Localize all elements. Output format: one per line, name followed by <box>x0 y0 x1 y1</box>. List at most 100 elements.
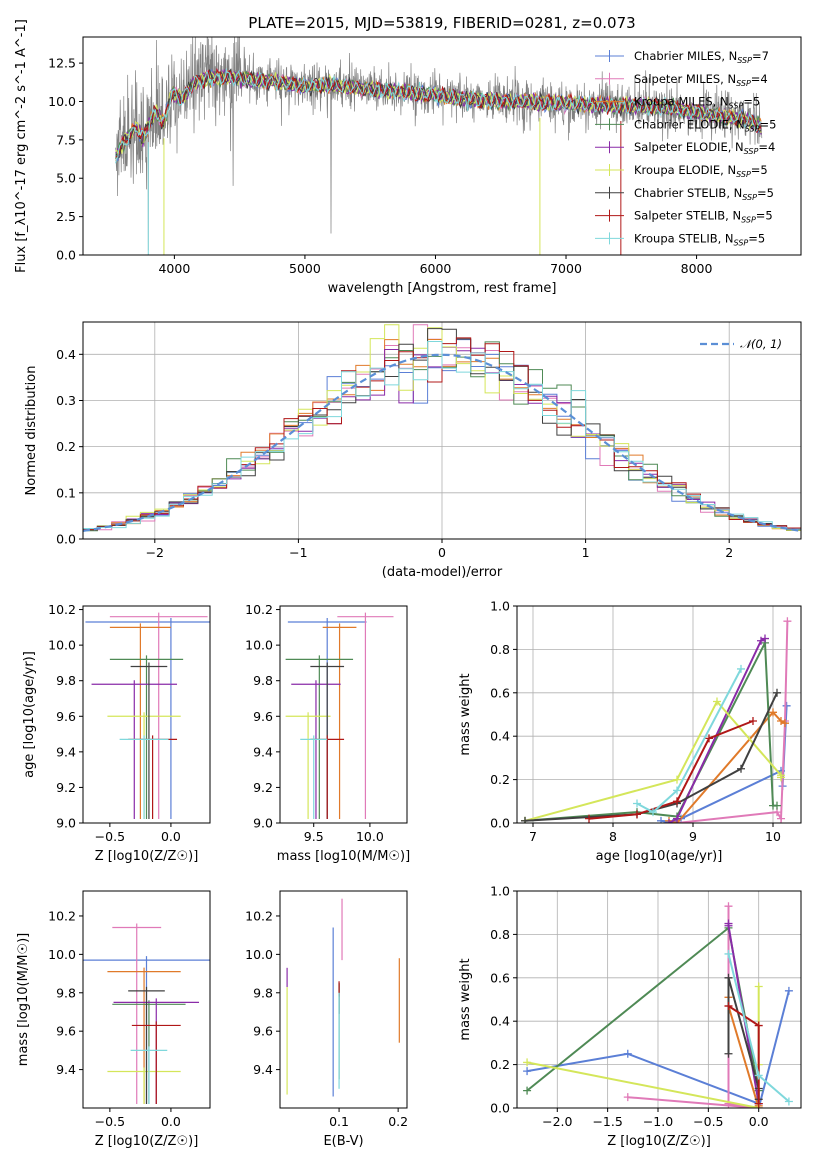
model-spectrum-8 <box>115 67 762 164</box>
y-tick-label: 9.2 <box>56 780 76 795</box>
y-tick-label: 0.0 <box>56 532 76 547</box>
weight-marker <box>781 719 789 728</box>
weight-marker <box>724 973 733 982</box>
x-tick-label: 2 <box>725 545 733 560</box>
y-tick-label: 10.2 <box>245 602 273 617</box>
legend-label: Chabrier MILES, NSSP=7 <box>634 49 769 65</box>
axes-frame <box>279 605 408 824</box>
legend-name: Chabrier ELODIE, N <box>634 117 745 131</box>
weight-marker <box>623 1049 632 1058</box>
weight-marker <box>649 808 657 817</box>
legend-sub: SSP <box>736 79 751 88</box>
y-tick-label: 10.2 <box>245 908 273 923</box>
legend-name: Kroupa STELIB, N <box>634 231 734 245</box>
y-tick-label: 0.6 <box>490 970 510 985</box>
legend-sub: SSP <box>742 193 757 202</box>
y-tick-label: 0.0 <box>56 248 76 263</box>
legend-label: Salpeter MILES, NSSP=4 <box>634 72 768 88</box>
axes-frame <box>82 605 211 824</box>
x-tick-label: −1.0 <box>643 1114 673 1129</box>
y-axis-label: Normed distribution <box>24 366 39 496</box>
plot-area <box>83 923 210 1104</box>
weight-marker <box>673 797 681 806</box>
y-tick-label: 10.0 <box>48 94 76 109</box>
x-tick-label: 8 <box>609 829 617 844</box>
weight-marker <box>777 773 785 782</box>
legend-label: Kroupa STELIB, NSSP=5 <box>634 231 765 247</box>
weight-marker <box>724 949 733 958</box>
weight-marker <box>665 819 673 823</box>
weight-marker <box>783 617 792 626</box>
x-tick-label: 9.5 <box>304 829 324 844</box>
mass-vs-Z-panel: −0.5 0.0 9.4 9.6 9.8 10.0 10.2 Z [log10(Z/Z☉)] m… <box>16 890 211 1149</box>
legend-name: Chabrier STELIB, N <box>634 186 742 200</box>
legend-sub: SSP <box>737 56 752 65</box>
weight-line-7 <box>588 720 754 820</box>
x-axis-label: wavelength [Angstrom, rest frame] <box>328 281 557 296</box>
legend-label: Chabrier ELODIE, NSSP=5 <box>634 117 776 133</box>
y-tick-label: 0.0 <box>490 816 510 831</box>
x-tick-label: 0.2 <box>388 1114 408 1129</box>
x-axis-label: Z [log10(Z/Z☉)] <box>95 849 199 864</box>
weight-marker <box>773 688 781 697</box>
weight-marker <box>754 1099 763 1108</box>
y-tick-label: 12.5 <box>48 56 76 71</box>
legend-name: Chabrier MILES, N <box>634 49 737 63</box>
x-tick-label: −0.5 <box>693 1114 723 1129</box>
y-tick-label: 0.3 <box>56 393 76 408</box>
y-tick-label: 9.8 <box>253 985 273 1000</box>
weight-marker <box>754 1071 763 1080</box>
weight-marker <box>523 1067 532 1076</box>
weight-marker <box>521 816 529 823</box>
histogram-5 <box>83 324 801 531</box>
x-tick-label: 0 <box>438 545 446 560</box>
weight-marker <box>585 814 593 823</box>
weight-marker <box>623 1093 632 1102</box>
x-tick-label: 1 <box>582 545 590 560</box>
x-tick-label: −2.0 <box>542 1114 572 1129</box>
x-tick-label: −1.5 <box>592 1114 622 1129</box>
y-tick-label: 0.6 <box>490 685 510 700</box>
y-tick-label: 9.6 <box>253 709 273 724</box>
observed-spectrum <box>115 37 763 251</box>
x-tick-label: 10 <box>765 829 781 844</box>
y-axis-label: mass weight <box>458 673 473 755</box>
model-spectrum-6 <box>115 68 762 159</box>
weight-marker <box>754 1021 763 1030</box>
x-axis-label: age [log10(age/yr)] <box>596 849 723 864</box>
y-tick-label: 9.8 <box>253 673 273 688</box>
weight-marker <box>673 814 681 823</box>
x-tick-label: 7 <box>529 829 537 844</box>
legend-name: Kroupa MILES, N <box>634 95 729 109</box>
x-tick-label: 7000 <box>550 261 582 276</box>
y-axis-label: mass [log10(M/M☉)] <box>16 933 31 1066</box>
y-tick-label: 9.6 <box>56 1024 76 1039</box>
weight-marker <box>724 902 733 911</box>
axes-frame <box>516 605 802 824</box>
axes-frame <box>82 321 802 540</box>
plot-area <box>286 898 400 1097</box>
histogram-6 <box>83 328 801 531</box>
y-tick-label: 1.0 <box>490 599 510 614</box>
legend-count: =7 <box>752 49 769 63</box>
y-tick-label: 9.0 <box>56 816 76 831</box>
x-tick-label: 4000 <box>158 261 190 276</box>
legend-sub: SSP <box>736 170 751 179</box>
y-axis-label: mass weight <box>458 958 473 1040</box>
weight-marker <box>724 1049 733 1058</box>
legend-sub: SSP <box>745 124 760 133</box>
legend-count: =5 <box>760 117 777 131</box>
plot-area <box>115 37 763 255</box>
weight-vs-Z-panel: −2.0 −1.5 −1.0 −0.5 0.0 0.0 0.2 0.4 0.6 0.8 1.0 Z [… <box>458 884 802 1149</box>
weight-marker <box>737 764 745 773</box>
x-tick-label: −0.5 <box>95 1114 125 1129</box>
legend-name: Salpeter MILES, N <box>634 72 736 86</box>
weight-marker <box>724 1002 733 1011</box>
weight-marker <box>773 801 781 810</box>
legend-count: =4 <box>751 72 768 86</box>
y-tick-label: 7.5 <box>56 132 76 147</box>
legend-label: Kroupa ELODIE, NSSP=5 <box>634 163 768 179</box>
weight-marker <box>761 634 769 643</box>
plot-area <box>521 617 792 823</box>
